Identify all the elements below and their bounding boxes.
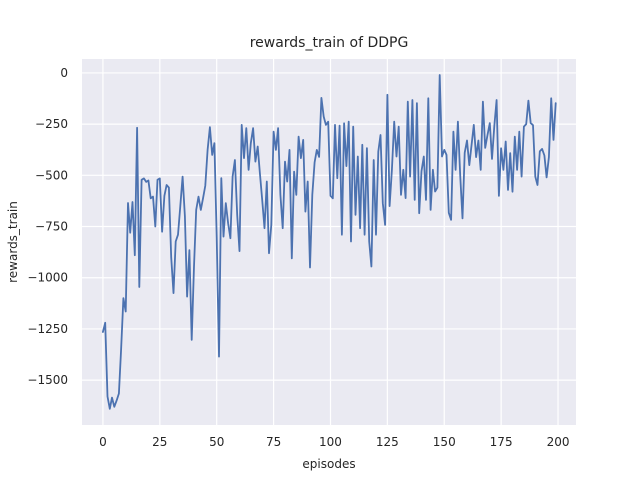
x-tick-label: 175 — [490, 435, 513, 449]
x-tick-label: 50 — [209, 435, 224, 449]
x-axis-label: episodes — [302, 457, 355, 471]
line-series — [102, 74, 557, 410]
x-tick-labels: 0 25 50 75 100 125 150 175 200 — [99, 435, 569, 449]
x-tick-label: 75 — [266, 435, 281, 449]
y-tick-label: 0 — [60, 66, 68, 80]
x-tick-label: 150 — [433, 435, 456, 449]
x-tick-label: 125 — [376, 435, 399, 449]
y-tick-label: −250 — [35, 117, 68, 131]
y-axis-label: rewards_train — [6, 201, 20, 283]
y-tick-label: −1500 — [27, 373, 68, 387]
y-tick-label: −750 — [35, 220, 68, 234]
plot-area — [82, 59, 576, 425]
chart-title: rewards_train of DDPG — [250, 35, 409, 51]
y-tick-labels: 0 −250 −500 −750 −1000 −1250 −1500 — [27, 66, 68, 387]
y-tick-label: −500 — [35, 168, 68, 182]
x-tick-label: 25 — [152, 435, 167, 449]
y-tick-label: −1250 — [27, 322, 68, 336]
series-line-rewards_train — [102, 74, 557, 410]
x-tick-label: 100 — [319, 435, 342, 449]
y-tick-label: −1000 — [27, 271, 68, 285]
x-tick-label: 0 — [99, 435, 107, 449]
x-tick-label: 200 — [547, 435, 570, 449]
